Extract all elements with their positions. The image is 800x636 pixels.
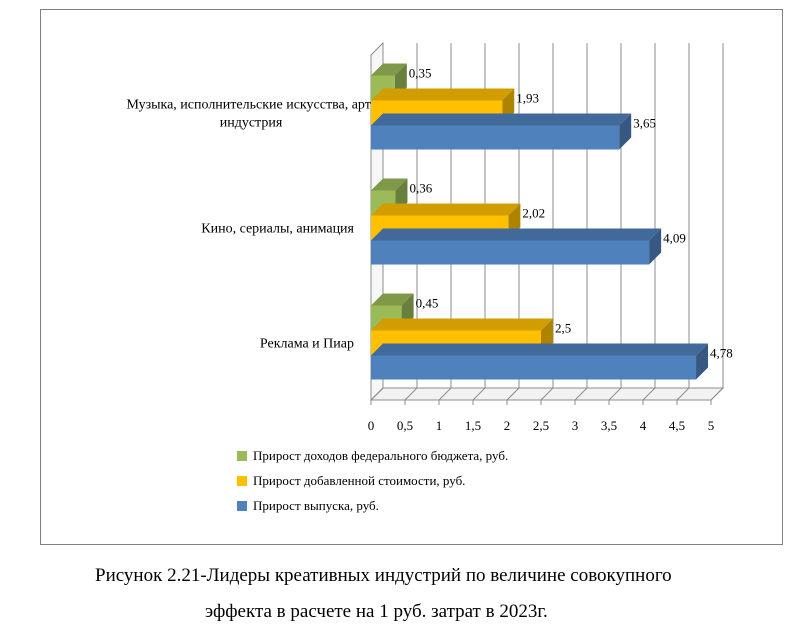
- floor-gridline-2: [438, 387, 452, 401]
- bar-top-0-0: [371, 63, 407, 76]
- data-label-1-2: 4,09: [663, 231, 686, 246]
- legend-swatch-0: [237, 451, 247, 461]
- data-label-2-1: 2,5: [555, 321, 571, 336]
- bar-side-1-2: [649, 228, 662, 265]
- chart-svg: 0 0,5 1 1,5 2 2,5 3 3,5 4 4,5 5 Музыка, исполнитель…: [126, 41, 733, 513]
- bar-top-1-1: [371, 203, 521, 216]
- bar-side-0-2: [619, 113, 632, 150]
- bar-top-0-1: [371, 88, 515, 101]
- bar-top-0-2: [371, 113, 632, 126]
- legend-label-1: Прирост добавленной стоимости, руб.: [253, 473, 465, 488]
- floor-gridline-9: [676, 387, 690, 401]
- legend-label-2: Прирост выпуска, руб.: [253, 498, 379, 513]
- floor-gridline-1: [404, 387, 418, 401]
- x-tick-label-5: 2,5: [533, 418, 549, 433]
- floor-gridline-4: [506, 387, 520, 401]
- floor-gridline-10: [710, 387, 724, 401]
- chart-frame: 0 0,5 1 1,5 2 2,5 3 3,5 4 4,5 5 Музыка, исполнитель…: [40, 9, 783, 545]
- x-tick-label-9: 4,5: [669, 418, 685, 433]
- floor-gridline-0: [370, 387, 384, 401]
- data-label-1-0: 0,36: [409, 181, 432, 196]
- x-tick-label-2: 1: [436, 418, 443, 433]
- data-label-0-2: 3,65: [633, 116, 656, 131]
- floor-gridline-8: [642, 387, 656, 401]
- floor-gridline-5: [540, 387, 554, 401]
- data-label-2-2: 4,78: [710, 346, 733, 361]
- floor-gridline-7: [608, 387, 622, 401]
- x-tick-label-6: 3: [572, 418, 579, 433]
- caption-line-1: Рисунок 2.21-Лидеры креативных индустрий…: [95, 565, 672, 586]
- floor-gridline-6: [574, 387, 588, 401]
- bar-top-2-1: [371, 318, 553, 331]
- bar-0-2: [371, 125, 620, 150]
- x-tick-label-8: 4: [640, 418, 647, 433]
- caption-line-2: эффекта в расчете на 1 руб. затрат в 202…: [205, 601, 548, 622]
- bar-top-1-0: [371, 178, 408, 191]
- x-tick-label-7: 3,5: [601, 418, 617, 433]
- legend-label-0: Прирост доходов федерального бюджета, ру…: [253, 448, 508, 463]
- bar-top-2-2: [371, 343, 709, 356]
- bar-1-2: [371, 240, 650, 265]
- data-label-2-0: 0,45: [416, 296, 439, 311]
- floor-gridline-3: [472, 387, 486, 401]
- x-tick-label-4: 2: [504, 418, 511, 433]
- data-label-0-1: 1,93: [516, 91, 539, 106]
- x-tick-label-0: 0: [368, 418, 375, 433]
- x-tick-label-3: 1,5: [465, 418, 481, 433]
- legend-swatch-2: [237, 501, 247, 511]
- bar-2-2: [371, 355, 697, 380]
- data-label-1-1: 2,02: [522, 206, 545, 221]
- x-tick-label-1: 0,5: [397, 418, 413, 433]
- category-label-2: Реклама и Пиар: [260, 337, 354, 352]
- x-tick-label-10: 5: [708, 418, 715, 433]
- bar-top-2-0: [371, 293, 414, 306]
- bar-side-2-2: [696, 343, 709, 380]
- category-label-0: Музыка, исполнительские искусства, арт-и…: [126, 98, 375, 131]
- category-label-1: Кино, сериалы, анимация: [201, 222, 354, 237]
- figure-caption: Рисунок 2.21-Лидеры креативных индустрий…: [0, 558, 800, 630]
- bar-top-1-2: [371, 228, 662, 241]
- data-label-0-0: 0,35: [409, 66, 432, 81]
- legend-swatch-1: [237, 476, 247, 486]
